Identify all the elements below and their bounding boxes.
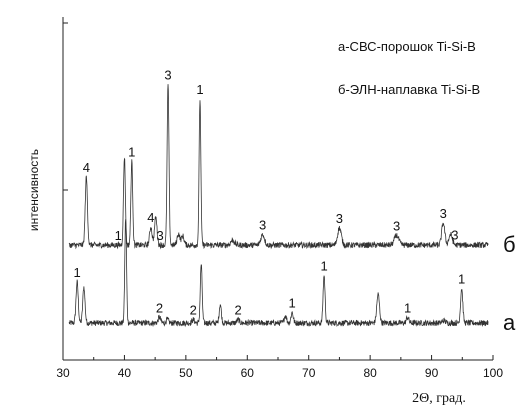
- peak-label: 4: [147, 210, 154, 225]
- x-tick-label: 90: [425, 366, 439, 380]
- peak-label: 1: [458, 272, 465, 287]
- x-axis-label: 2Θ, град.: [412, 391, 466, 406]
- peak-label: 1: [74, 265, 81, 280]
- x-tick-label: 30: [56, 366, 70, 380]
- legend-entry-b: б-ЭЛН-наплавка Ti-Si-B: [338, 82, 480, 97]
- peak-label: 4: [83, 160, 90, 175]
- x-tick-label: 100: [483, 366, 503, 380]
- peak-label: 3: [164, 67, 171, 82]
- series-line-а: [68, 219, 489, 328]
- x-tick-label: 70: [302, 366, 316, 380]
- curves: [68, 84, 489, 328]
- curve-label-б: б: [503, 232, 516, 257]
- peak-label: 3: [393, 218, 400, 233]
- peak-label: 3: [440, 206, 447, 221]
- peak-label: 3: [156, 228, 163, 243]
- curve-label-а: а: [503, 310, 516, 335]
- peak-label: 3: [336, 211, 343, 226]
- peak-label: 3: [259, 217, 266, 232]
- peak-label: 1: [115, 228, 122, 243]
- peak-label: 1: [289, 295, 296, 310]
- series-line-б: [68, 84, 489, 250]
- axes: 30 40 50 60 70 80 90 100: [56, 17, 503, 380]
- legend: а-СВС-порошок Ti-Si-B б-ЭЛН-наплавка Ti-…: [338, 39, 480, 97]
- y-axis-label: интенсивность: [27, 149, 41, 231]
- peak-label: 1: [404, 300, 411, 315]
- peak-label: 1: [196, 82, 203, 97]
- peak-label: 3: [451, 228, 458, 243]
- x-tick-label: 80: [363, 366, 377, 380]
- peak-label: 1: [128, 144, 135, 159]
- peak-label: 2: [234, 303, 241, 318]
- x-tick-label: 40: [118, 366, 132, 380]
- x-tick-label: 60: [241, 366, 255, 380]
- x-tick-label: 50: [179, 366, 193, 380]
- legend-entry-a: а-СВС-порошок Ti-Si-B: [338, 39, 476, 54]
- peak-label: 2: [190, 303, 197, 318]
- peak-label: 2: [156, 300, 163, 315]
- peak-label: 1: [320, 258, 327, 273]
